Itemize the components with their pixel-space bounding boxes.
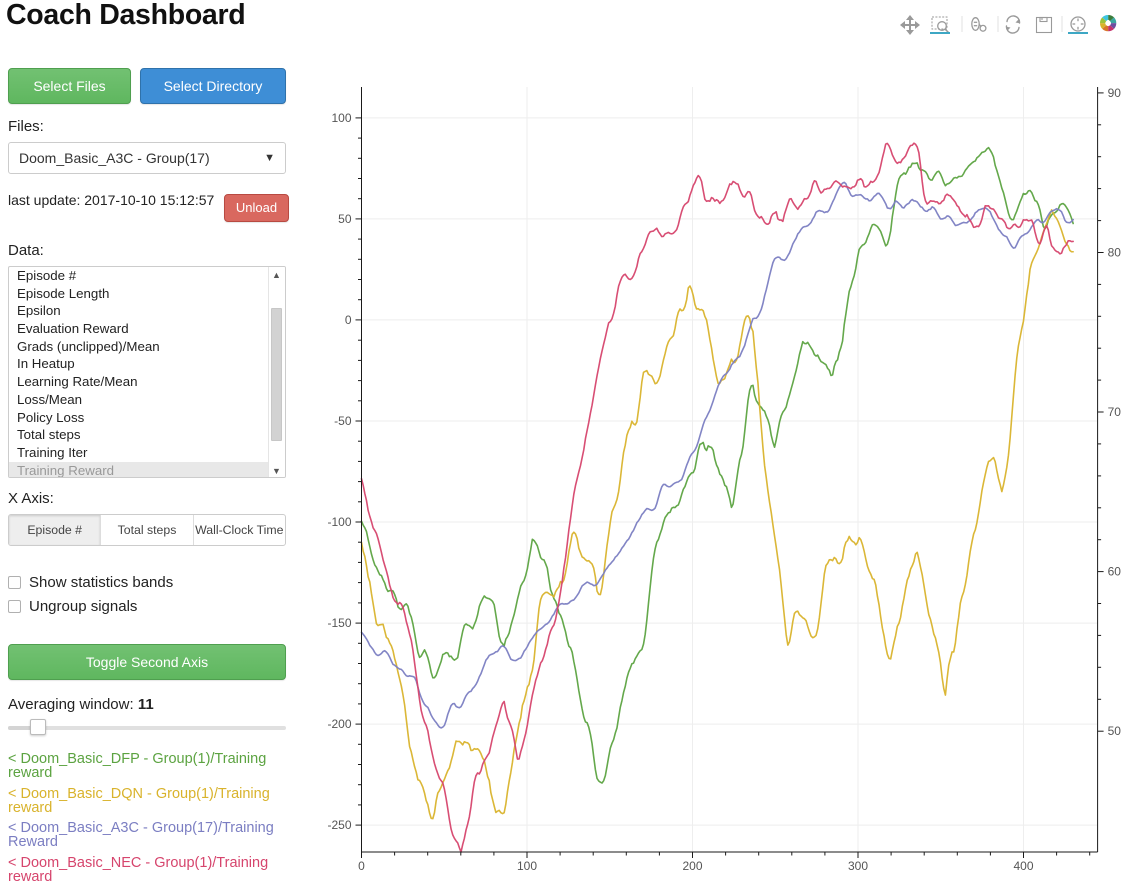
svg-text:-250: -250 <box>327 818 351 832</box>
svg-text:-100: -100 <box>327 515 351 529</box>
svg-text:300: 300 <box>848 859 868 873</box>
svg-text:100: 100 <box>331 111 351 125</box>
svg-text:50: 50 <box>338 212 352 226</box>
svg-text:50: 50 <box>1108 724 1122 738</box>
svg-text:60: 60 <box>1108 565 1122 579</box>
svg-text:0: 0 <box>358 859 365 873</box>
svg-text:70: 70 <box>1108 405 1122 419</box>
svg-text:100: 100 <box>517 859 537 873</box>
svg-text:90: 90 <box>1108 86 1122 100</box>
svg-text:0: 0 <box>345 313 352 327</box>
svg-text:80: 80 <box>1108 246 1122 260</box>
svg-text:400: 400 <box>1013 859 1033 873</box>
svg-text:-200: -200 <box>327 717 351 731</box>
svg-text:-50: -50 <box>334 414 352 428</box>
svg-text:-150: -150 <box>327 616 351 630</box>
svg-text:200: 200 <box>682 859 702 873</box>
